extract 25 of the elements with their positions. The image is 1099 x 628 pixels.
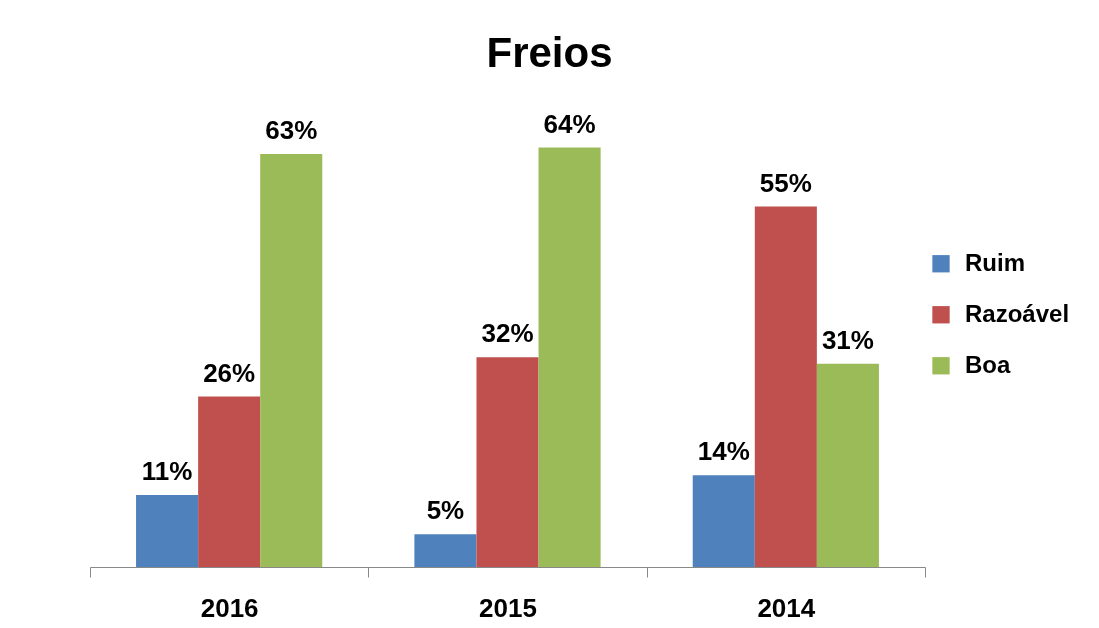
data-label: 5% [426, 495, 465, 526]
bar [816, 363, 879, 567]
data-label: 26% [203, 357, 256, 388]
data-label: 32% [481, 318, 534, 349]
data-label: 11% [141, 455, 193, 486]
x-tick-label: 2014 [757, 592, 816, 623]
data-label: 63% [265, 115, 318, 146]
bar [136, 494, 199, 567]
bar [754, 206, 817, 567]
data-label: 31% [821, 324, 874, 355]
x-tick-label: 2016 [200, 592, 259, 623]
data-label: 64% [543, 108, 596, 139]
legend-label: Ruim [965, 248, 1025, 276]
bar [414, 534, 477, 567]
legend-label: Razoável [965, 299, 1070, 327]
x-tick-label: 2015 [479, 592, 537, 623]
legend-label: Boa [965, 350, 1011, 378]
data-label: 55% [759, 167, 812, 198]
bar [692, 475, 755, 567]
bar [198, 396, 261, 567]
data-label: 14% [697, 436, 750, 467]
bar [538, 147, 601, 567]
bar [260, 154, 323, 567]
chart-title: Freios [486, 28, 613, 76]
bar [476, 357, 539, 567]
